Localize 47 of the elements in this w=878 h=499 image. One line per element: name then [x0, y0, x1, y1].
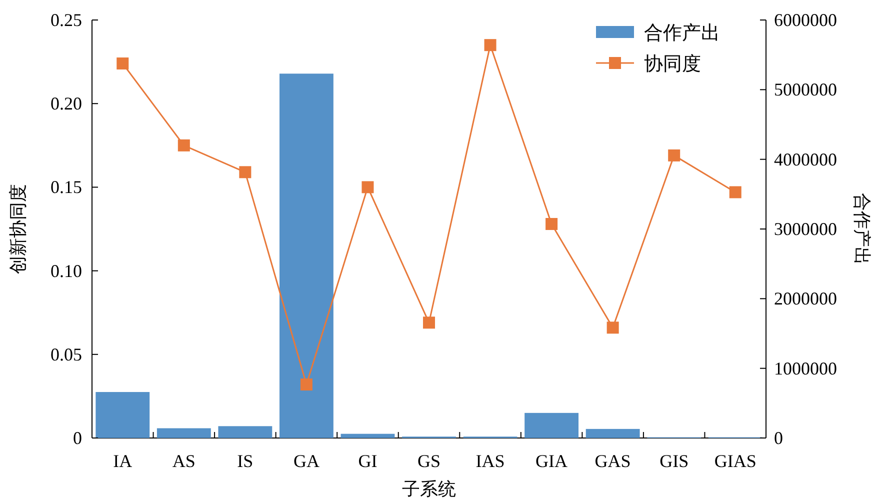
legend-label: 合作产出: [644, 23, 720, 44]
bar: [586, 428, 640, 438]
y2-tick-label: 2000000: [774, 288, 837, 309]
y-tick-label: 0.20: [50, 94, 82, 114]
y2-axis-title: 合作产出: [852, 193, 872, 265]
x-tick-label: GIS: [660, 451, 689, 471]
x-tick-label: GIA: [536, 451, 568, 471]
legend-label: 协同度: [644, 53, 701, 75]
x-tick-label: GAS: [594, 451, 631, 471]
y2-tick-label: 4000000: [774, 149, 837, 170]
bar: [340, 434, 395, 438]
bar: [218, 426, 272, 438]
point: [668, 149, 680, 162]
point: [606, 322, 619, 334]
y2-tick-label: 6000000: [774, 10, 837, 30]
bar: [156, 428, 211, 438]
y2-tick-label: 1000000: [774, 358, 837, 378]
point: [546, 218, 558, 230]
bar: [96, 392, 150, 438]
bar: [279, 74, 334, 438]
y2-tick-label: 3000000: [774, 219, 837, 239]
x-tick-label: GIAS: [714, 451, 756, 471]
x-tick-label: GS: [417, 451, 441, 471]
point: [729, 186, 742, 198]
y-tick-label: 0.05: [50, 344, 82, 364]
y-axis-title: 创新协同度: [8, 184, 28, 274]
x-axis-title: 子系统: [402, 479, 456, 499]
x-tick-label: GI: [358, 451, 378, 471]
x-tick-label: IAS: [476, 451, 505, 471]
point: [116, 57, 129, 70]
point: [362, 181, 374, 194]
point: [484, 39, 496, 52]
y2-tick-label: 5000000: [774, 80, 837, 100]
point: [239, 166, 252, 178]
x-tick-label: IA: [113, 451, 132, 471]
x-tick-label: IS: [237, 451, 254, 471]
y-tick-label: 0.10: [50, 260, 82, 281]
y-tick-label: 0.25: [50, 10, 82, 30]
point: [423, 316, 435, 329]
x-tick-label: AS: [172, 451, 196, 471]
y-tick-label: 0.15: [50, 177, 82, 198]
point: [300, 378, 312, 390]
bar: [524, 412, 579, 438]
point: [178, 139, 190, 152]
y-tick-label: 0: [73, 428, 82, 448]
y2-tick-label: 0: [774, 428, 783, 448]
x-tick-label: GA: [293, 451, 320, 471]
